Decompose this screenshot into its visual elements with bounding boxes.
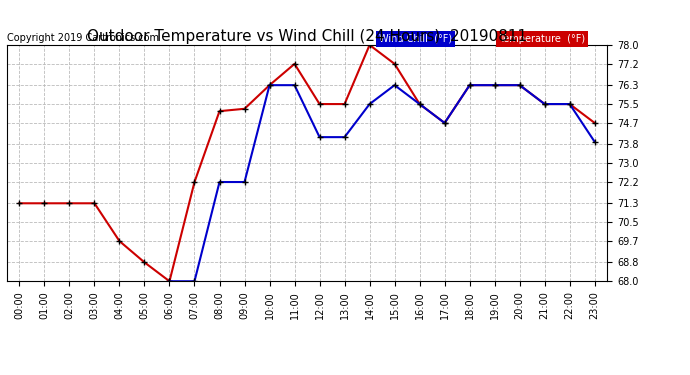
Text: Wind Chill  (°F): Wind Chill (°F) xyxy=(379,34,452,44)
Text: Copyright 2019 Cartronics.com: Copyright 2019 Cartronics.com xyxy=(7,33,159,43)
Title: Outdoor Temperature vs Wind Chill (24 Hours)  20190811: Outdoor Temperature vs Wind Chill (24 Ho… xyxy=(87,29,527,44)
Text: Temperature  (°F): Temperature (°F) xyxy=(499,34,585,44)
